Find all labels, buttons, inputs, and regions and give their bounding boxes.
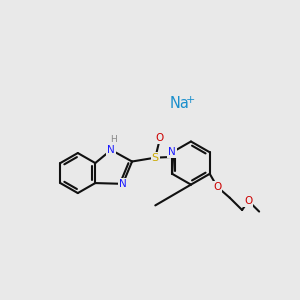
Text: S: S <box>152 153 159 163</box>
Text: +: + <box>186 95 196 105</box>
Text: N: N <box>107 145 115 155</box>
Text: O: O <box>213 182 221 192</box>
Text: Na: Na <box>169 96 189 111</box>
Text: H: H <box>110 135 117 144</box>
Text: N: N <box>168 147 176 157</box>
Text: O: O <box>156 134 164 143</box>
Text: N: N <box>119 179 127 189</box>
Text: O: O <box>244 196 252 206</box>
